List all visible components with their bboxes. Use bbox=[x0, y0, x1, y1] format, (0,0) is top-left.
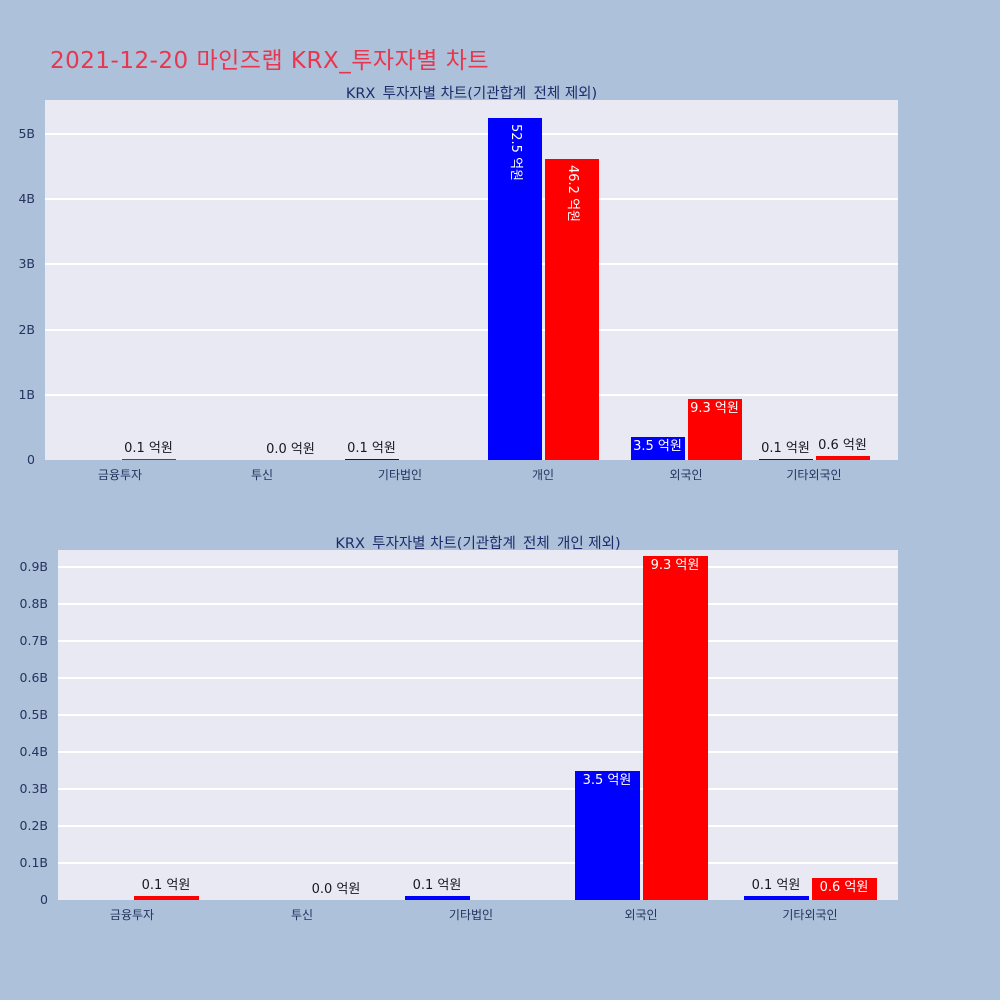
bar-기타외국인-blue bbox=[758, 459, 813, 460]
bar-금융투자-red bbox=[121, 459, 176, 460]
y-tick-label: 0.2B bbox=[19, 818, 48, 833]
gridline-1B bbox=[45, 393, 898, 396]
gridline-3B bbox=[45, 263, 898, 266]
gridline-0.4B bbox=[58, 751, 898, 753]
gridline-0.6B bbox=[58, 677, 898, 679]
y-tick-label: 0.4B bbox=[19, 744, 48, 759]
x-category-label: 기타외국인 bbox=[786, 468, 842, 482]
y-tick-label: 0.8B bbox=[19, 596, 48, 611]
x-category-label: 투신 bbox=[250, 468, 274, 482]
x-category-label: 기타외국인 bbox=[782, 908, 838, 922]
bar-value-label: 3.5 억원 bbox=[574, 773, 640, 789]
plot-area: 0.1 억원 0.0 억원 0.1 억원 3.5 억원 9.3 억원 0.1 억원 0.6 … bbox=[58, 550, 898, 900]
bar-금융투자-red bbox=[133, 896, 199, 900]
bar-value-label: 0.1 억원 bbox=[751, 878, 801, 894]
bar-value-label: 0.0 억원 bbox=[266, 442, 315, 457]
y-tick-label: 3B bbox=[18, 256, 35, 272]
gridline-0.1B bbox=[58, 862, 898, 864]
plot-area: 0.1 억원 0.0 억원 0.1 억원 52.5 억원 46.2 억원 3.5 억원 9.… bbox=[45, 100, 898, 460]
x-category-label: 기타법인 bbox=[377, 468, 423, 482]
gridline-0.7B bbox=[58, 640, 898, 642]
bar-value-label: 3.5 억원 bbox=[630, 439, 685, 456]
x-category-label: 투신 bbox=[290, 908, 314, 922]
y-tick-label: 5B bbox=[18, 126, 35, 141]
bar-value-label: 0.1 억원 bbox=[124, 441, 173, 456]
chart-title: KRX_투자자별 차트(기관합계_전체 제외) bbox=[345, 86, 598, 102]
bar-value-label: 9.3 억원 bbox=[642, 558, 708, 574]
chart-title: KRX_투자자별 차트(기관합계_전체_개인 제외) bbox=[335, 536, 621, 552]
gridline-0.2B bbox=[58, 825, 898, 827]
x-category-label: 금융투자 bbox=[109, 908, 155, 922]
bar-외국인-red bbox=[642, 555, 708, 900]
gridline-0.8B bbox=[58, 603, 898, 605]
bar-value-label: 0.1 억원 bbox=[412, 878, 462, 894]
page-title: 2021-12-20 마인즈랩 KRX_투자자별 차트 bbox=[50, 48, 490, 75]
y-tick-label: 0.7B bbox=[19, 633, 48, 648]
bar-외국인-blue bbox=[574, 770, 640, 900]
gridline-0.3B bbox=[58, 788, 898, 790]
y-tick-label: 1B bbox=[18, 386, 35, 402]
x-category-label: 외국인 bbox=[624, 908, 658, 922]
gridline-2B bbox=[45, 328, 898, 331]
y-tick-label: 0 bbox=[27, 452, 35, 467]
bar-value-label: 0.1 억원 bbox=[141, 878, 191, 894]
bar-기타외국인-red bbox=[815, 456, 870, 460]
bar-개인-blue bbox=[487, 117, 542, 460]
x-category-label: 금융투자 bbox=[97, 468, 143, 482]
y-tick-label: 2B bbox=[18, 321, 35, 337]
y-tick-label: 0.3B bbox=[19, 781, 48, 796]
y-tick-label: 4B bbox=[18, 191, 35, 207]
gridline-0.5B bbox=[58, 714, 898, 716]
y-tick-label: 0 bbox=[40, 892, 48, 907]
bar-value-label: 0.6 억원 bbox=[811, 880, 877, 896]
bar-value-label: 0.1 억원 bbox=[347, 441, 396, 456]
y-tick-label: 0.5B bbox=[19, 707, 48, 722]
x-category-label: 개인 bbox=[531, 468, 555, 482]
y-tick-label: 0.9B bbox=[19, 559, 48, 574]
x-category-label: 기타법인 bbox=[448, 908, 494, 922]
y-tick-label: 0.1B bbox=[19, 855, 48, 870]
bar-value-label: 0.1 억원 bbox=[761, 441, 810, 456]
bar-value-label: 0.0 억원 bbox=[311, 882, 361, 897]
bar-기타외국인-blue bbox=[743, 896, 809, 900]
bar-개인-red bbox=[544, 158, 599, 460]
bar-value-label: 0.6 억원 bbox=[818, 438, 867, 454]
bar-기타법인-blue bbox=[404, 896, 470, 900]
gridline-4B bbox=[45, 198, 898, 201]
gridline-5B bbox=[45, 133, 898, 135]
bar-기타법인-blue bbox=[344, 459, 399, 460]
gridline-0.9B bbox=[58, 566, 898, 568]
x-category-label: 외국인 bbox=[669, 468, 703, 482]
bar-value-label: 9.3 억원 bbox=[687, 401, 742, 418]
y-tick-label: 0.6B bbox=[19, 670, 48, 685]
